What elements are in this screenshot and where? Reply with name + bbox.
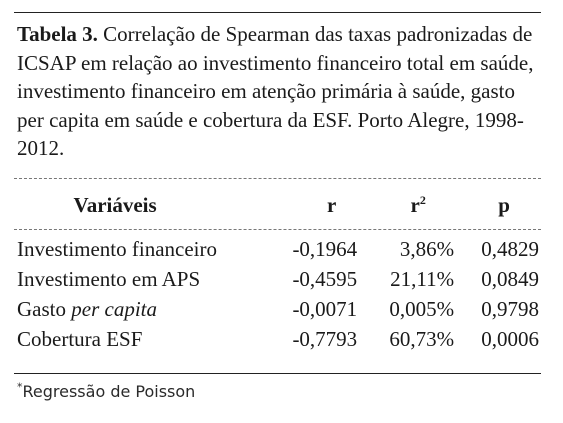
caption-text: Correlação de Spearman das taxas padroni… [17,22,534,161]
header-variables: Variáveis [73,192,157,217]
variable-name-italic: per capita [71,296,157,321]
variable-name: Cobertura ESF [17,326,143,351]
variable-cell: Investimento em APS [14,264,256,294]
header-r2-base: r [410,192,420,217]
r-cell: -0,0071 [292,296,358,321]
top-rule [14,12,541,13]
r-cell: -0,7793 [292,326,358,351]
variable-cell: Gasto per capita [14,294,256,324]
footnote-marker: * [17,380,23,394]
header-p: p [498,192,510,217]
p-cell: 0,0849 [481,266,539,291]
table-row: Investimento financeiro -0,1964 3,86% 0,… [14,226,541,264]
header-r: r [327,192,337,217]
p-cell: 0,4829 [481,236,539,261]
variable-name: Gasto [17,296,72,321]
caption-label: Tabela 3. [17,22,98,46]
correlation-table: Variáveis r r2 p Investimento financeiro… [14,184,541,354]
table-row: Gasto per capita -0,0071 0,005% 0,9798 [14,294,541,324]
header-row: Variáveis r r2 p [14,184,541,226]
r-cell: -0,4595 [292,266,358,291]
r2-cell: 21,11% [390,266,455,291]
header-top-rule [14,178,541,179]
footnote: *Regressão de Poisson [17,382,195,401]
r2-cell: 60,73% [389,326,455,351]
r2-cell: 3,86% [399,236,455,261]
p-cell: 0,0006 [481,326,539,351]
p-cell: 0,9798 [481,296,539,321]
r-cell: -0,1964 [292,236,358,261]
variable-cell: Investimento financeiro [14,226,256,264]
footnote-text: Regressão de Poisson [22,382,196,401]
variable-name: Investimento financeiro [17,236,218,261]
table-row: Cobertura ESF -0,7793 60,73% 0,0006 [14,324,541,354]
variable-cell: Cobertura ESF [14,324,256,354]
table-row: Investimento em APS -0,4595 21,11% 0,084… [14,264,541,294]
header-r2-superscript: 2 [419,192,426,207]
table-caption: Tabela 3. Correlação de Spearman das tax… [17,20,541,163]
variable-name: Investimento em APS [17,266,201,291]
r2-cell: 0,005% [389,296,455,321]
bottom-rule [14,373,541,374]
header-r2: r2 [357,184,454,226]
header-bottom-rule [14,229,541,230]
